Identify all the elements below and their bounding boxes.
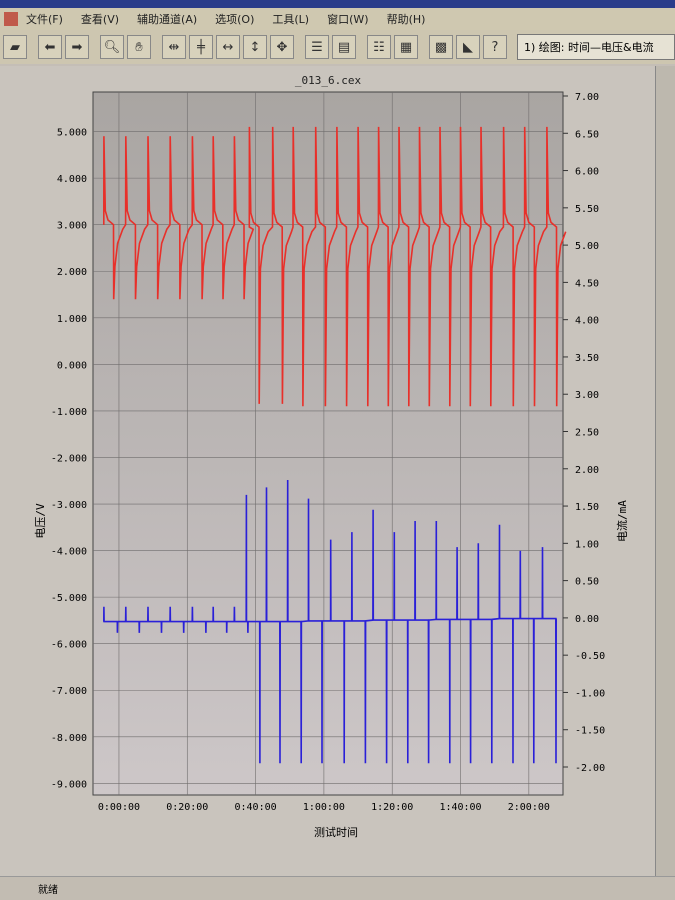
status-bar: 就绪 [0, 876, 675, 900]
voltage-line [103, 126, 567, 407]
help-icon[interactable]: ? [483, 35, 507, 59]
y-left-tick-label: -1.000 [51, 407, 87, 418]
y-right-tick-label: 3.00 [575, 390, 599, 401]
fit-all-icon[interactable]: ✥ [270, 35, 294, 59]
x-tick-label: 1:00:00 [303, 802, 345, 813]
y-right-tick-label: 2.50 [575, 428, 599, 439]
toolbar: ▰ ⬅ ➡ 🔍︎ ✋︎ ⇹ ╪ ↔ ↕ ✥ ☰ ▤ ☷ ▦ ▩ ◣ ? 1) 绘… [0, 30, 675, 64]
x-tick-label: 1:40:00 [439, 802, 481, 813]
y-right-tick-label: 3.50 [575, 353, 599, 364]
zoom-icon[interactable]: 🔍︎ [100, 35, 124, 59]
app-icon [4, 12, 18, 26]
y-left-tick-label: -4.000 [51, 547, 87, 558]
y-left-tick-label: -5.000 [51, 593, 87, 604]
y-right-tick-label: -0.50 [575, 651, 605, 662]
current-line [103, 479, 557, 764]
fit-x-icon[interactable]: ↔ [216, 35, 240, 59]
y-right-tick-label: 4.00 [575, 316, 599, 327]
x-tick-label: 1:20:00 [371, 802, 413, 813]
y-left-tick-label: -6.000 [51, 640, 87, 651]
chart-window: _013_6.cex 0:00:00 0:20:00 0:40:00 1:00:00 1… [0, 66, 655, 876]
axis-ticks: 0:00:00 0:20:00 0:40:00 1:00:00 1:20:00 1:40:… [51, 92, 605, 813]
back-icon[interactable]: ⬅ [38, 35, 62, 59]
chart: _013_6.cex 0:00:00 0:20:00 0:40:00 1:00:00 1… [34, 74, 629, 839]
y-right-label: 电流/mA [615, 500, 629, 542]
y-right-tick-label: 6.00 [575, 167, 599, 178]
y-left-tick-label: -7.000 [51, 686, 87, 697]
plot-selector[interactable]: 1) 绘图: 时间—电压&电流 [517, 34, 675, 60]
y-right-tick-label: 1.00 [575, 539, 599, 550]
y-left-tick-label: 0.000 [57, 360, 87, 371]
x-expand-icon[interactable]: ╪ [189, 35, 213, 59]
forward-icon[interactable]: ➡ [65, 35, 89, 59]
menu-aux-channel[interactable]: 辅助通道(A) [137, 13, 198, 26]
channel-list-icon[interactable]: ☰ [305, 35, 329, 59]
vertical-scrollbar[interactable] [655, 66, 675, 876]
menu-window[interactable]: 窗口(W) [327, 13, 369, 26]
x-tick-label: 0:40:00 [235, 802, 277, 813]
y-left-tick-label: 1.000 [57, 314, 87, 325]
open-icon[interactable]: ▰ [3, 35, 27, 59]
curve-icon[interactable]: ◣ [456, 35, 480, 59]
y-right-tick-label: 0.00 [575, 614, 599, 625]
x-tick-label: 2:00:00 [508, 802, 550, 813]
menu-file[interactable]: 文件(F) [26, 13, 63, 26]
series [103, 126, 567, 764]
menu-tools[interactable]: 工具(L) [272, 13, 310, 26]
x-tick-label: 0:20:00 [166, 802, 208, 813]
chart-title: _013_6.cex [295, 74, 362, 87]
y-right-tick-label: 6.50 [575, 129, 599, 140]
y-right-tick-label: 5.00 [575, 241, 599, 252]
grid-icon[interactable]: ▩ [429, 35, 453, 59]
y-right-tick-label: -1.50 [575, 726, 605, 737]
y-right-tick-label: 5.50 [575, 204, 599, 215]
menu-view[interactable]: 查看(V) [80, 13, 120, 26]
y-left-tick-label: 2.000 [57, 267, 87, 278]
y-right-tick-label: 2.00 [575, 465, 599, 476]
menu-options[interactable]: 选项(O) [215, 13, 255, 26]
y-right-tick-label: 1.50 [575, 502, 599, 513]
status-text: 就绪 [38, 885, 58, 896]
y-left-tick-label: 4.000 [57, 174, 87, 185]
y-left-tick-label: -9.000 [51, 779, 87, 790]
y-right-tick-label: -2.00 [575, 763, 605, 774]
x-axis-label: 测试时间 [314, 826, 358, 839]
menu-bar: 文件(F) 查看(V) 辅助通道(A) 选项(O) 工具(L) 窗口(W) 帮助… [0, 8, 675, 30]
y-left-tick-label: -8.000 [51, 733, 87, 744]
y-left-tick-label: 3.000 [57, 221, 87, 232]
y-right-tick-label: 7.00 [575, 92, 599, 103]
channel-copy-icon[interactable]: ▤ [332, 35, 356, 59]
menu-help[interactable]: 帮助(H) [386, 13, 426, 26]
y-left-tick-label: -3.000 [51, 500, 87, 511]
y-right-tick-label: 0.50 [575, 577, 599, 588]
fit-y-icon[interactable]: ↕ [243, 35, 267, 59]
y-right-tick-label: 4.50 [575, 278, 599, 289]
window-title-bar [0, 0, 675, 8]
y-left-tick-label: 5.000 [57, 128, 87, 139]
y-left-tick-label: -2.000 [51, 453, 87, 464]
x-shrink-icon[interactable]: ⇹ [162, 35, 186, 59]
y-right-tick-label: -1.00 [575, 688, 605, 699]
pan-icon[interactable]: ✋︎ [127, 35, 151, 59]
layer-icon[interactable]: ☷ [367, 35, 391, 59]
x-tick-label: 0:00:00 [98, 802, 140, 813]
y-left-label: 电压/V [34, 503, 47, 539]
layer-copy-icon[interactable]: ▦ [394, 35, 418, 59]
